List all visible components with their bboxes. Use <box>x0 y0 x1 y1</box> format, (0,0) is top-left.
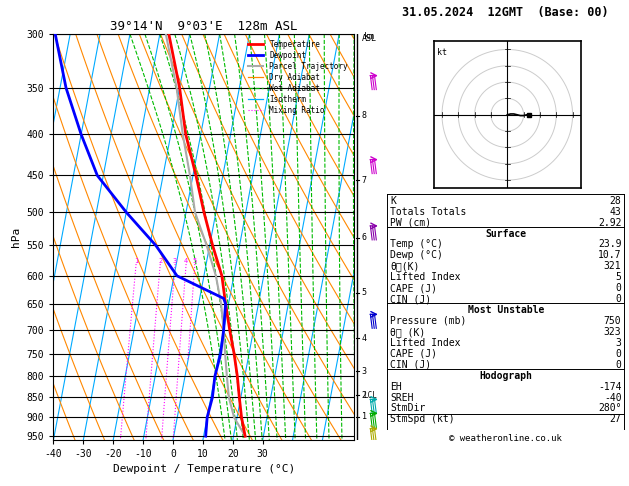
Text: LCL: LCL <box>363 391 377 400</box>
Text: 2: 2 <box>158 258 162 264</box>
Text: -40: -40 <box>604 393 621 402</box>
Text: kt: kt <box>437 48 447 57</box>
Text: 6: 6 <box>362 233 367 243</box>
Text: 8: 8 <box>362 111 367 120</box>
Text: 1: 1 <box>362 413 367 421</box>
Text: km: km <box>364 32 374 41</box>
Text: 23.9: 23.9 <box>598 240 621 249</box>
Text: Lifted Index: Lifted Index <box>390 272 460 282</box>
Text: Temp (°C): Temp (°C) <box>390 240 443 249</box>
Text: 5: 5 <box>192 258 197 264</box>
Text: 7: 7 <box>362 175 367 185</box>
Text: 2.92: 2.92 <box>598 218 621 227</box>
Text: Dewp (°C): Dewp (°C) <box>390 250 443 260</box>
Text: Surface: Surface <box>485 228 526 239</box>
Text: 43: 43 <box>610 207 621 217</box>
Text: 0: 0 <box>616 360 621 370</box>
Text: Pressure (mb): Pressure (mb) <box>390 316 466 326</box>
X-axis label: Dewpoint / Temperature (°C): Dewpoint / Temperature (°C) <box>113 465 295 474</box>
Text: 3: 3 <box>616 338 621 348</box>
Text: ASL: ASL <box>362 34 376 43</box>
Text: 321: 321 <box>604 261 621 271</box>
Text: 750: 750 <box>604 316 621 326</box>
Text: StmSpd (kt): StmSpd (kt) <box>390 415 455 424</box>
Text: Hodograph: Hodograph <box>479 371 532 381</box>
Text: 0: 0 <box>616 294 621 304</box>
Text: 5: 5 <box>362 288 367 297</box>
Text: θᴇ (K): θᴇ (K) <box>390 327 425 337</box>
Text: 2: 2 <box>362 391 367 400</box>
Text: Lifted Index: Lifted Index <box>390 338 460 348</box>
Text: K: K <box>390 196 396 206</box>
Text: -174: -174 <box>598 382 621 392</box>
Text: CAPE (J): CAPE (J) <box>390 349 437 359</box>
Text: 10.7: 10.7 <box>598 250 621 260</box>
Text: Totals Totals: Totals Totals <box>390 207 466 217</box>
Y-axis label: hPa: hPa <box>11 227 21 247</box>
Text: 3: 3 <box>362 367 367 376</box>
Text: CIN (J): CIN (J) <box>390 360 431 370</box>
Text: EH: EH <box>390 382 402 392</box>
Text: 31.05.2024  12GMT  (Base: 00): 31.05.2024 12GMT (Base: 00) <box>403 6 609 19</box>
Text: © weatheronline.co.uk: © weatheronline.co.uk <box>449 434 562 443</box>
Text: 4: 4 <box>184 258 188 264</box>
Title: 39°14'N  9°03'E  128m ASL: 39°14'N 9°03'E 128m ASL <box>110 20 298 33</box>
Text: 0: 0 <box>616 283 621 293</box>
Text: 0: 0 <box>616 349 621 359</box>
Text: 1: 1 <box>134 258 138 264</box>
Text: 323: 323 <box>604 327 621 337</box>
Text: StmDir: StmDir <box>390 403 425 414</box>
Text: PW (cm): PW (cm) <box>390 218 431 227</box>
Text: 280°: 280° <box>598 403 621 414</box>
Text: 3: 3 <box>173 258 177 264</box>
Text: 28: 28 <box>610 196 621 206</box>
Text: 27: 27 <box>610 415 621 424</box>
Text: CIN (J): CIN (J) <box>390 294 431 304</box>
Legend: Temperature, Dewpoint, Parcel Trajectory, Dry Adiabat, Wet Adiabat, Isotherm, Mi: Temperature, Dewpoint, Parcel Trajectory… <box>246 38 350 117</box>
Text: θᴇ(K): θᴇ(K) <box>390 261 420 271</box>
Text: SREH: SREH <box>390 393 413 402</box>
Text: 5: 5 <box>616 272 621 282</box>
Text: Most Unstable: Most Unstable <box>467 305 544 315</box>
Text: 4: 4 <box>362 334 367 343</box>
Text: CAPE (J): CAPE (J) <box>390 283 437 293</box>
